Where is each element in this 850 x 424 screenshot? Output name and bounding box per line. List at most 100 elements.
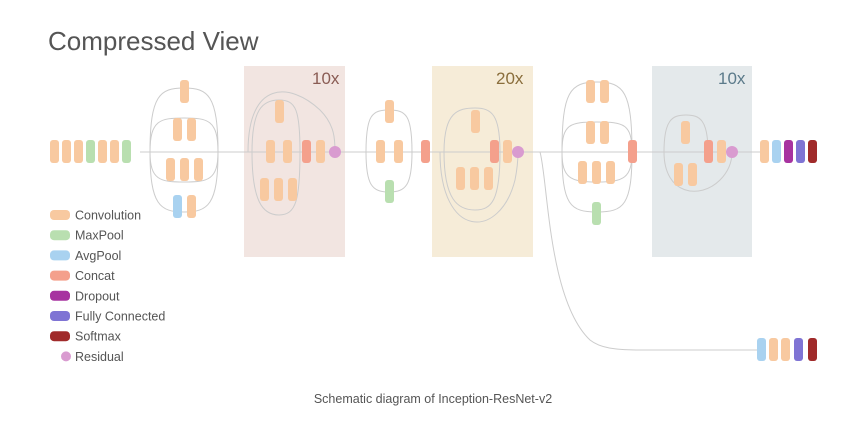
block-c-branch-1 [663, 114, 709, 153]
convolution-layer [194, 158, 203, 181]
maxpool-layer [592, 202, 601, 225]
convolution-layer [376, 140, 385, 163]
convolution-layer [470, 167, 479, 190]
legend-label-softmax: Softmax [75, 330, 122, 344]
convolution-layer [385, 100, 394, 123]
legend: Convolution MaxPool AvgPool Concat Dropout Fu… [50, 209, 165, 364]
avgpool-layer [173, 195, 182, 218]
convolution-layer [110, 140, 119, 163]
reduction-b-branch-1 [561, 81, 633, 153]
convolution-layer [180, 158, 189, 181]
maxpool-layer [385, 180, 394, 203]
block-b-branch-1 [443, 107, 501, 153]
concat-layer [628, 140, 637, 163]
convolution-layer [316, 140, 325, 163]
concat-layer [421, 140, 430, 163]
convolution-layer [274, 178, 283, 201]
block-a-background [244, 66, 345, 257]
reduction-b-branch-2 [561, 121, 633, 153]
convolution-layer [681, 121, 690, 144]
convolution-layer [173, 118, 182, 141]
legend-label-avgpool: AvgPool [75, 249, 121, 263]
maxpool-layer [122, 140, 131, 163]
legend-swatch-softmax [50, 331, 70, 342]
legend-swatch-avgpool [50, 250, 70, 261]
legend-swatch-residual [61, 351, 71, 362]
convolution-layer [74, 140, 83, 163]
convolution-layer [266, 140, 275, 163]
convolution-layer [586, 80, 595, 103]
legend-label-dropout: Dropout [75, 289, 120, 303]
avgpool-layer [757, 338, 766, 361]
block-a-repeat-label: 10x [312, 69, 340, 88]
softmax-layer [808, 140, 817, 163]
legend-label-convolution: Convolution [75, 209, 141, 223]
concat-layer [490, 140, 499, 163]
convolution-layer [394, 140, 403, 163]
legend-label-concat: Concat [75, 269, 115, 283]
avgpool-layer [772, 140, 781, 163]
convolution-layer [456, 167, 465, 190]
convolution-layer [503, 140, 512, 163]
block-a-branch-2 [251, 151, 301, 216]
legend-swatch-convolution [50, 210, 70, 220]
legend-swatch-maxpool [50, 230, 70, 241]
residual-dot [512, 146, 524, 158]
layer-blocks [50, 80, 817, 361]
convolution-layer [674, 163, 683, 186]
convolution-layer [98, 140, 107, 163]
convolution-layer [769, 338, 778, 361]
fully-connected-layer [796, 140, 805, 163]
convolution-layer [288, 178, 297, 201]
convolution-layer [600, 121, 609, 144]
convolution-layer [484, 167, 493, 190]
fully-connected-layer [794, 338, 803, 361]
block-c-residual [663, 151, 733, 192]
residual-dot [726, 146, 738, 158]
legend-swatch-concat [50, 270, 70, 281]
block-b-repeat-label: 20x [496, 69, 524, 88]
convolution-layer [586, 121, 595, 144]
diagram-caption: Schematic diagram of Inception-ResNet-v2 [314, 392, 552, 406]
block-b-branch-2 [443, 151, 501, 211]
repeat-block-backgrounds [244, 66, 752, 257]
convolution-layer [600, 80, 609, 103]
convolution-layer [166, 158, 175, 181]
block-b-background [432, 66, 533, 257]
block-c-background [652, 66, 752, 257]
legend-swatch-dropout [50, 290, 70, 301]
dropout-layer [784, 140, 793, 163]
convolution-layer [760, 140, 769, 163]
convolution-layer [187, 118, 196, 141]
concat-layer [302, 140, 311, 163]
convolution-layer [688, 163, 697, 186]
diagram-title: Compressed View [48, 26, 259, 56]
convolution-layer [781, 338, 790, 361]
legend-label-maxpool: MaxPool [75, 229, 124, 243]
auxiliary-branch-line [539, 151, 760, 351]
residual-dot [329, 146, 341, 158]
convolution-layer [50, 140, 59, 163]
convolution-layer [260, 178, 269, 201]
legend-label-residual: Residual [75, 350, 124, 364]
legend-swatch-fully-connected [50, 311, 70, 321]
softmax-layer [808, 338, 817, 361]
stem-branch-4 [149, 151, 219, 213]
convolution-layer [578, 161, 587, 184]
block-a-residual [247, 91, 336, 153]
convolution-layer [471, 110, 480, 133]
convolution-layer [275, 100, 284, 123]
convolution-layer [717, 140, 726, 163]
stem-branch-2 [149, 117, 219, 153]
convolution-layer [62, 140, 71, 163]
convolution-layer [592, 161, 601, 184]
convolution-layer [606, 161, 615, 184]
block-b-residual [439, 151, 519, 223]
convolution-layer [187, 195, 196, 218]
stem-branch-3 [149, 151, 219, 183]
concat-layer [704, 140, 713, 163]
convolution-layer [283, 140, 292, 163]
block-c-repeat-label: 10x [718, 69, 746, 88]
maxpool-layer [86, 140, 95, 163]
